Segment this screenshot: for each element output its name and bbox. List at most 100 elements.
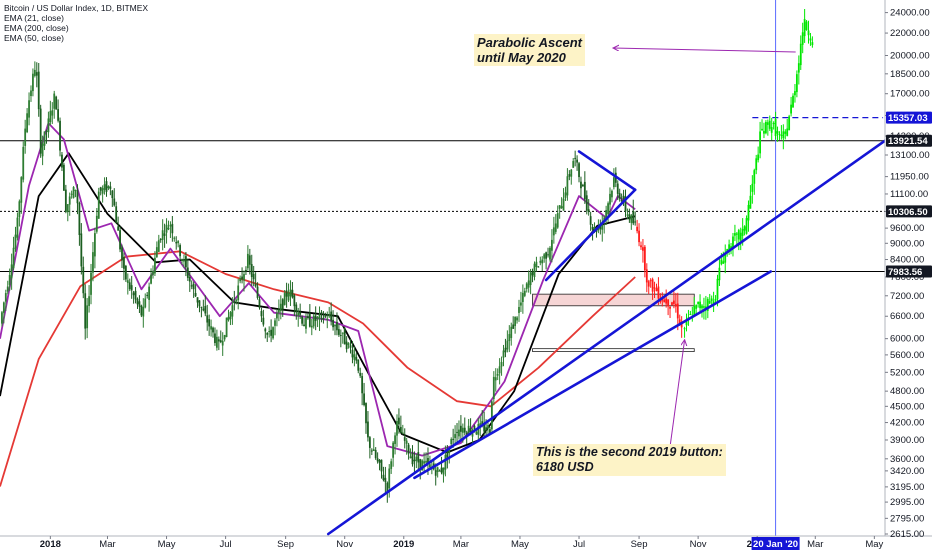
y-tick-label: 22000.00 [890, 28, 930, 39]
parabolic-annotation-line2: until May 2020 [477, 50, 566, 65]
chart-legend: Bitcoin / US Dollar Index, 1D, BITMEX EM… [4, 3, 148, 43]
candle-body [374, 450, 377, 459]
candle-body [119, 230, 121, 250]
candle-body [693, 305, 696, 316]
candle-body [697, 301, 700, 305]
candle-body [28, 100, 30, 118]
candle-body [55, 96, 58, 110]
candle-body [270, 329, 273, 336]
candle-body [134, 290, 137, 300]
candle-body [473, 425, 476, 431]
candle-body [678, 319, 681, 325]
candle-body [483, 422, 486, 432]
y-tick-label: 24000.00 [890, 8, 930, 19]
candle-body [786, 128, 789, 136]
candle-body [463, 427, 466, 433]
candle-body [794, 91, 796, 96]
candle-body [768, 120, 771, 129]
candle-body [446, 450, 449, 458]
candle-body [547, 254, 549, 256]
candle-body [562, 198, 565, 211]
candle-body [190, 285, 193, 287]
candle-body [765, 122, 767, 134]
candle-body [417, 452, 420, 463]
x-tick-label: Sep [631, 539, 648, 550]
candle-body [630, 215, 633, 223]
candle-body [703, 306, 705, 308]
candle-body [355, 356, 358, 361]
candle-body [618, 193, 621, 199]
candle-body [264, 328, 267, 332]
candle-body [425, 460, 427, 463]
candle-body [167, 227, 170, 230]
candle-body [179, 245, 181, 257]
candle-body [43, 131, 46, 146]
candle-body [330, 311, 333, 321]
candle-body [341, 332, 344, 334]
candle-body [552, 227, 555, 236]
candle-body [803, 18, 806, 37]
candle-body [458, 429, 460, 437]
candle-body [183, 259, 185, 262]
candle-body [645, 269, 648, 283]
x-tick-label: 2019 [393, 539, 414, 550]
vertical-marker-tag-bg [751, 537, 800, 550]
candle-body [772, 122, 775, 125]
candle-body [367, 421, 369, 438]
candle-body [504, 347, 507, 353]
candle-body [188, 276, 191, 282]
candle-body [39, 108, 42, 154]
candle-body [32, 73, 34, 92]
candle-body [339, 334, 342, 336]
candle-body [95, 215, 98, 232]
candle-body [728, 244, 731, 250]
candle-body [529, 272, 532, 286]
level-price-tag-1-bg [886, 205, 932, 218]
candle-body [394, 435, 396, 445]
candle-body [735, 233, 738, 235]
candle-body [782, 131, 785, 139]
candle-body [401, 432, 404, 434]
candle-body [761, 128, 763, 131]
candle-body [115, 206, 118, 223]
x-tick-label: May [865, 539, 883, 550]
candle-body [229, 312, 232, 320]
candle-body [246, 253, 249, 269]
candle-body [272, 327, 274, 339]
candle-body [574, 157, 577, 159]
candle-body [78, 202, 81, 236]
candle-body [396, 420, 398, 436]
candle-body [138, 301, 141, 307]
candle-body [24, 128, 27, 146]
candle-body [328, 314, 331, 317]
x-tick-label: Mar [807, 539, 823, 550]
candle-body [105, 181, 108, 192]
candle-body [407, 444, 410, 454]
candle-body [181, 259, 183, 261]
y-tick-label: 2795.00 [890, 513, 924, 524]
candle-body [757, 154, 760, 161]
ema50-line [0, 152, 636, 454]
candle-body [427, 457, 429, 464]
candle-body [41, 143, 44, 157]
candle-body [448, 447, 451, 454]
candle-body [413, 459, 416, 462]
candle-body [722, 261, 725, 264]
candle-body [450, 439, 453, 445]
candle-body [734, 233, 736, 236]
candle-body [10, 264, 13, 279]
candle-body [494, 377, 497, 381]
candle-body [778, 134, 781, 136]
candle-body [461, 427, 464, 433]
candle-body [2, 302, 5, 313]
candle-body [254, 283, 257, 287]
candle-body [345, 341, 348, 350]
candle-body [279, 303, 282, 311]
triangle-lower [544, 188, 637, 282]
candle-body [155, 247, 158, 257]
candle-body [570, 169, 573, 177]
level-price-tag-2-bg [886, 265, 932, 278]
candle-body [663, 299, 666, 303]
